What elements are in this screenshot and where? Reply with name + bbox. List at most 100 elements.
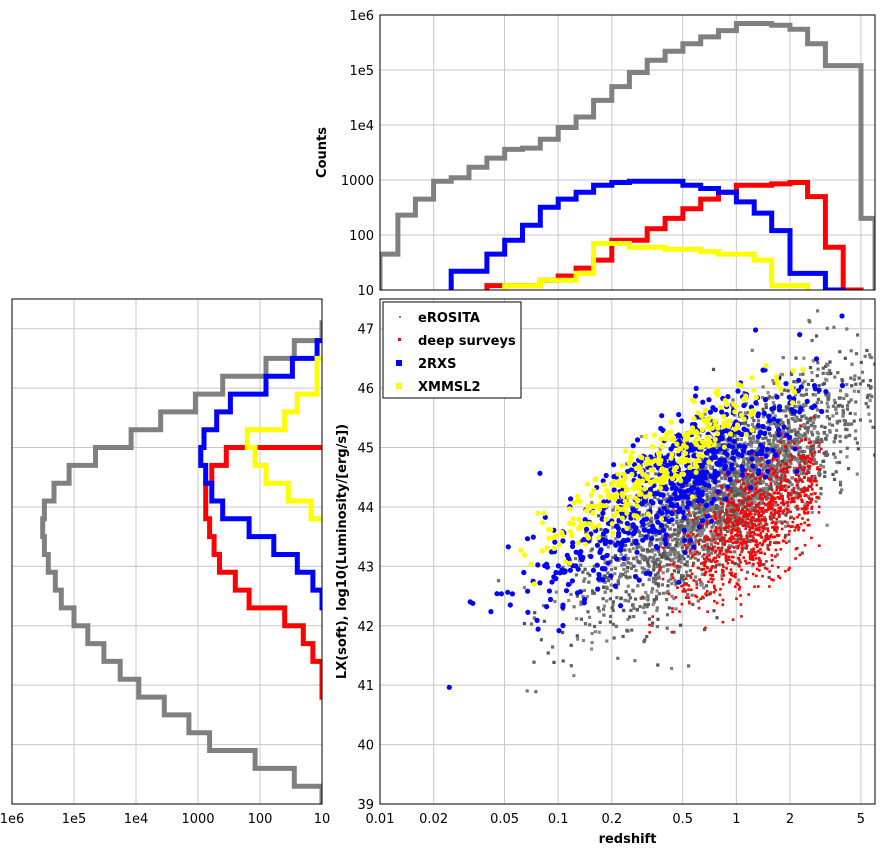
deep-survey-point [732, 503, 736, 507]
erosita-point [803, 449, 807, 453]
erosita-point [712, 609, 716, 613]
deep-survey-point [800, 498, 803, 501]
erosita-point [728, 498, 732, 502]
erosita-point [603, 590, 607, 594]
xmmsl2-point [687, 464, 693, 471]
scatter-y-tick-label: 42 [357, 620, 374, 635]
erosita-point [659, 542, 663, 546]
erosita-point [809, 449, 813, 453]
deep-survey-point [773, 470, 777, 473]
erosita-point [733, 413, 737, 417]
erosita-point [761, 468, 765, 472]
erosita-point [704, 584, 709, 588]
deep-survey-point [758, 569, 761, 572]
xmmsl2-point [667, 429, 674, 435]
deep-survey-point [695, 586, 699, 590]
deep-survey-point [768, 503, 772, 507]
deep-survey-point [698, 503, 702, 507]
deep-survey-point [794, 526, 798, 529]
erosita-point [749, 439, 753, 443]
scatter-y-tick-label: 43 [357, 560, 374, 575]
erosita-point [639, 545, 643, 549]
erosita-point [713, 565, 717, 569]
xmmsl2-point [707, 439, 713, 445]
deep-survey-point [661, 577, 665, 581]
erosita-point [702, 539, 706, 544]
deep-survey-point [773, 541, 776, 545]
erosita-point [774, 424, 779, 428]
deep-survey-point [803, 507, 806, 511]
deep-survey-point [755, 567, 759, 571]
erosita-point [797, 418, 801, 422]
2rxs-point [640, 537, 646, 543]
erosita-point [626, 584, 630, 588]
erosita-point [631, 603, 635, 607]
deep-survey-point [730, 560, 734, 564]
deep-survey-point [759, 493, 763, 496]
left-x-tick-label: 10 [314, 812, 331, 827]
deep-survey-point [744, 512, 747, 516]
left-x-tick-label: 1e6 [0, 812, 24, 827]
2rxs-point [681, 514, 687, 521]
erosita-point [810, 378, 814, 382]
erosita-point [764, 436, 768, 440]
xmmsl2-point [674, 441, 680, 447]
deep-survey-point [714, 549, 718, 553]
erosita-point [657, 507, 661, 511]
deep-survey-point [745, 502, 749, 506]
deep-survey-point [766, 502, 770, 506]
deep-survey-point [758, 529, 761, 532]
erosita-point [666, 492, 670, 496]
deep-survey-point [735, 597, 738, 600]
erosita-point [705, 543, 709, 547]
erosita-point [787, 450, 791, 454]
xmmsl2-point [550, 535, 556, 541]
erosita-point [784, 414, 788, 418]
erosita-point [737, 471, 741, 475]
erosita-point [597, 609, 601, 613]
erosita-point [806, 468, 810, 472]
erosita-point [740, 489, 744, 493]
deep-survey-point [766, 527, 769, 530]
deep-survey-point [797, 513, 801, 517]
erosita-point [789, 372, 794, 377]
erosita-point [779, 461, 783, 466]
erosita-point [710, 492, 714, 496]
erosita-point [805, 388, 809, 392]
erosita-point [855, 472, 859, 476]
2rxs-point [740, 467, 746, 473]
deep-survey-point [704, 571, 707, 575]
deep-survey-point [730, 571, 733, 575]
erosita-point [654, 472, 658, 476]
erosita-point [827, 372, 831, 376]
erosita-point [693, 528, 697, 532]
erosita-point [812, 417, 816, 421]
xmmsl2-point [643, 433, 649, 440]
xmmsl2-point [749, 427, 755, 433]
deep-survey-point [697, 540, 700, 543]
erosita-point [616, 580, 620, 584]
erosita-point [674, 532, 678, 536]
xmmsl2-point [650, 478, 657, 484]
erosita-point [599, 535, 603, 539]
deep-survey-point [729, 510, 733, 513]
erosita-point [845, 404, 850, 408]
erosita-point [702, 487, 707, 491]
xmmsl2-point [628, 454, 634, 460]
deep-survey-point [781, 495, 784, 498]
erosita-point [656, 497, 660, 501]
erosita-point [827, 417, 831, 421]
erosita-point [728, 495, 732, 499]
deep-survey-point [745, 513, 749, 516]
xmmsl2-point [751, 387, 757, 393]
xmmsl2-point [792, 389, 798, 395]
erosita-point [669, 558, 673, 562]
2rxs-point [575, 566, 581, 572]
erosita-point [586, 571, 590, 575]
2rxs-point [581, 537, 587, 543]
deep-survey-point [770, 488, 774, 492]
erosita-point [804, 392, 808, 396]
deep-survey-point [747, 593, 750, 596]
erosita-point [569, 643, 573, 647]
erosita-point [845, 446, 849, 450]
